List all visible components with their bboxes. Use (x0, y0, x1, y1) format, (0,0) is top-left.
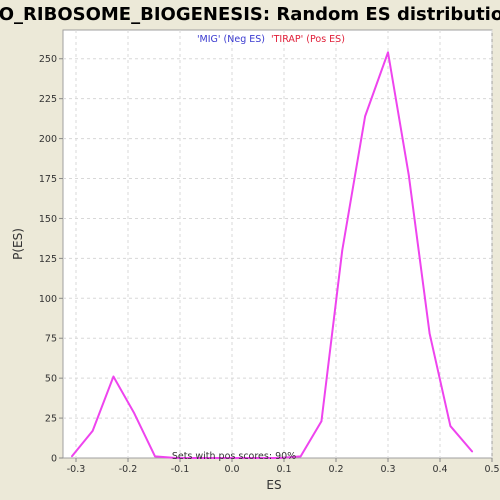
y-tick-label: 225 (39, 94, 57, 105)
data-point (387, 51, 389, 54)
y-tick-label: 25 (45, 414, 57, 425)
data-point (299, 455, 302, 458)
axis-ticks: 0 25 50 75 100 125 150 175 200 225 250 -0.3 -0.2 -0.1… (39, 54, 500, 475)
y-tick-label: 175 (39, 174, 57, 185)
data-point (341, 249, 344, 252)
legend-pos-label: 'TIRAP' (Pos ES) (271, 34, 345, 45)
y-tick-label: 125 (39, 254, 57, 265)
data-point (154, 455, 156, 458)
x-tick-label: -0.1 (171, 464, 190, 475)
x-tick-label: 0.1 (276, 464, 291, 475)
series-line (71, 51, 474, 459)
data-point (408, 174, 410, 177)
y-tick-label: 150 (39, 214, 57, 225)
data-point (216, 457, 219, 459)
x-tick-label: 0.3 (380, 464, 395, 475)
data-point (428, 332, 431, 335)
data-point (471, 450, 474, 453)
chart-title: GO_RIBOSOME_BIOGENESIS: Random ES distri… (0, 4, 500, 25)
legend-neg-label: 'MIG' (Neg ES) (197, 34, 265, 45)
x-axis-label: ES (266, 478, 281, 492)
x-tick-label: 0.2 (328, 464, 343, 475)
y-tick-label: 250 (39, 54, 57, 65)
x-tick-label: -0.2 (119, 464, 138, 475)
data-point (195, 457, 198, 459)
x-tick-label: -0.3 (67, 464, 86, 475)
data-point (175, 457, 177, 459)
y-tick-label: 75 (45, 334, 57, 345)
plot-area (62, 29, 493, 459)
x-tick-label: 0.0 (224, 464, 239, 475)
y-tick-label: 0 (51, 454, 57, 465)
y-tick-label: 200 (39, 134, 57, 145)
x-tick-label: 0.4 (432, 464, 447, 475)
x-tick-label: 0.5 (484, 464, 499, 475)
data-point (91, 430, 94, 432)
annotation-pos-scores: Sets with pos scores: 90% (172, 451, 296, 462)
grid (63, 30, 493, 458)
data-point (320, 420, 323, 423)
y-tick-label: 100 (39, 294, 57, 305)
y-axis-label: P(ES) (11, 228, 25, 260)
data-point (112, 375, 115, 378)
data-point (258, 457, 260, 459)
data-point (279, 457, 281, 459)
data-point (449, 425, 452, 427)
data-point (237, 457, 240, 459)
data-point (364, 115, 366, 118)
y-tick-label: 50 (45, 374, 57, 385)
data-point (133, 412, 136, 415)
data-point (71, 455, 73, 458)
series (71, 51, 474, 459)
